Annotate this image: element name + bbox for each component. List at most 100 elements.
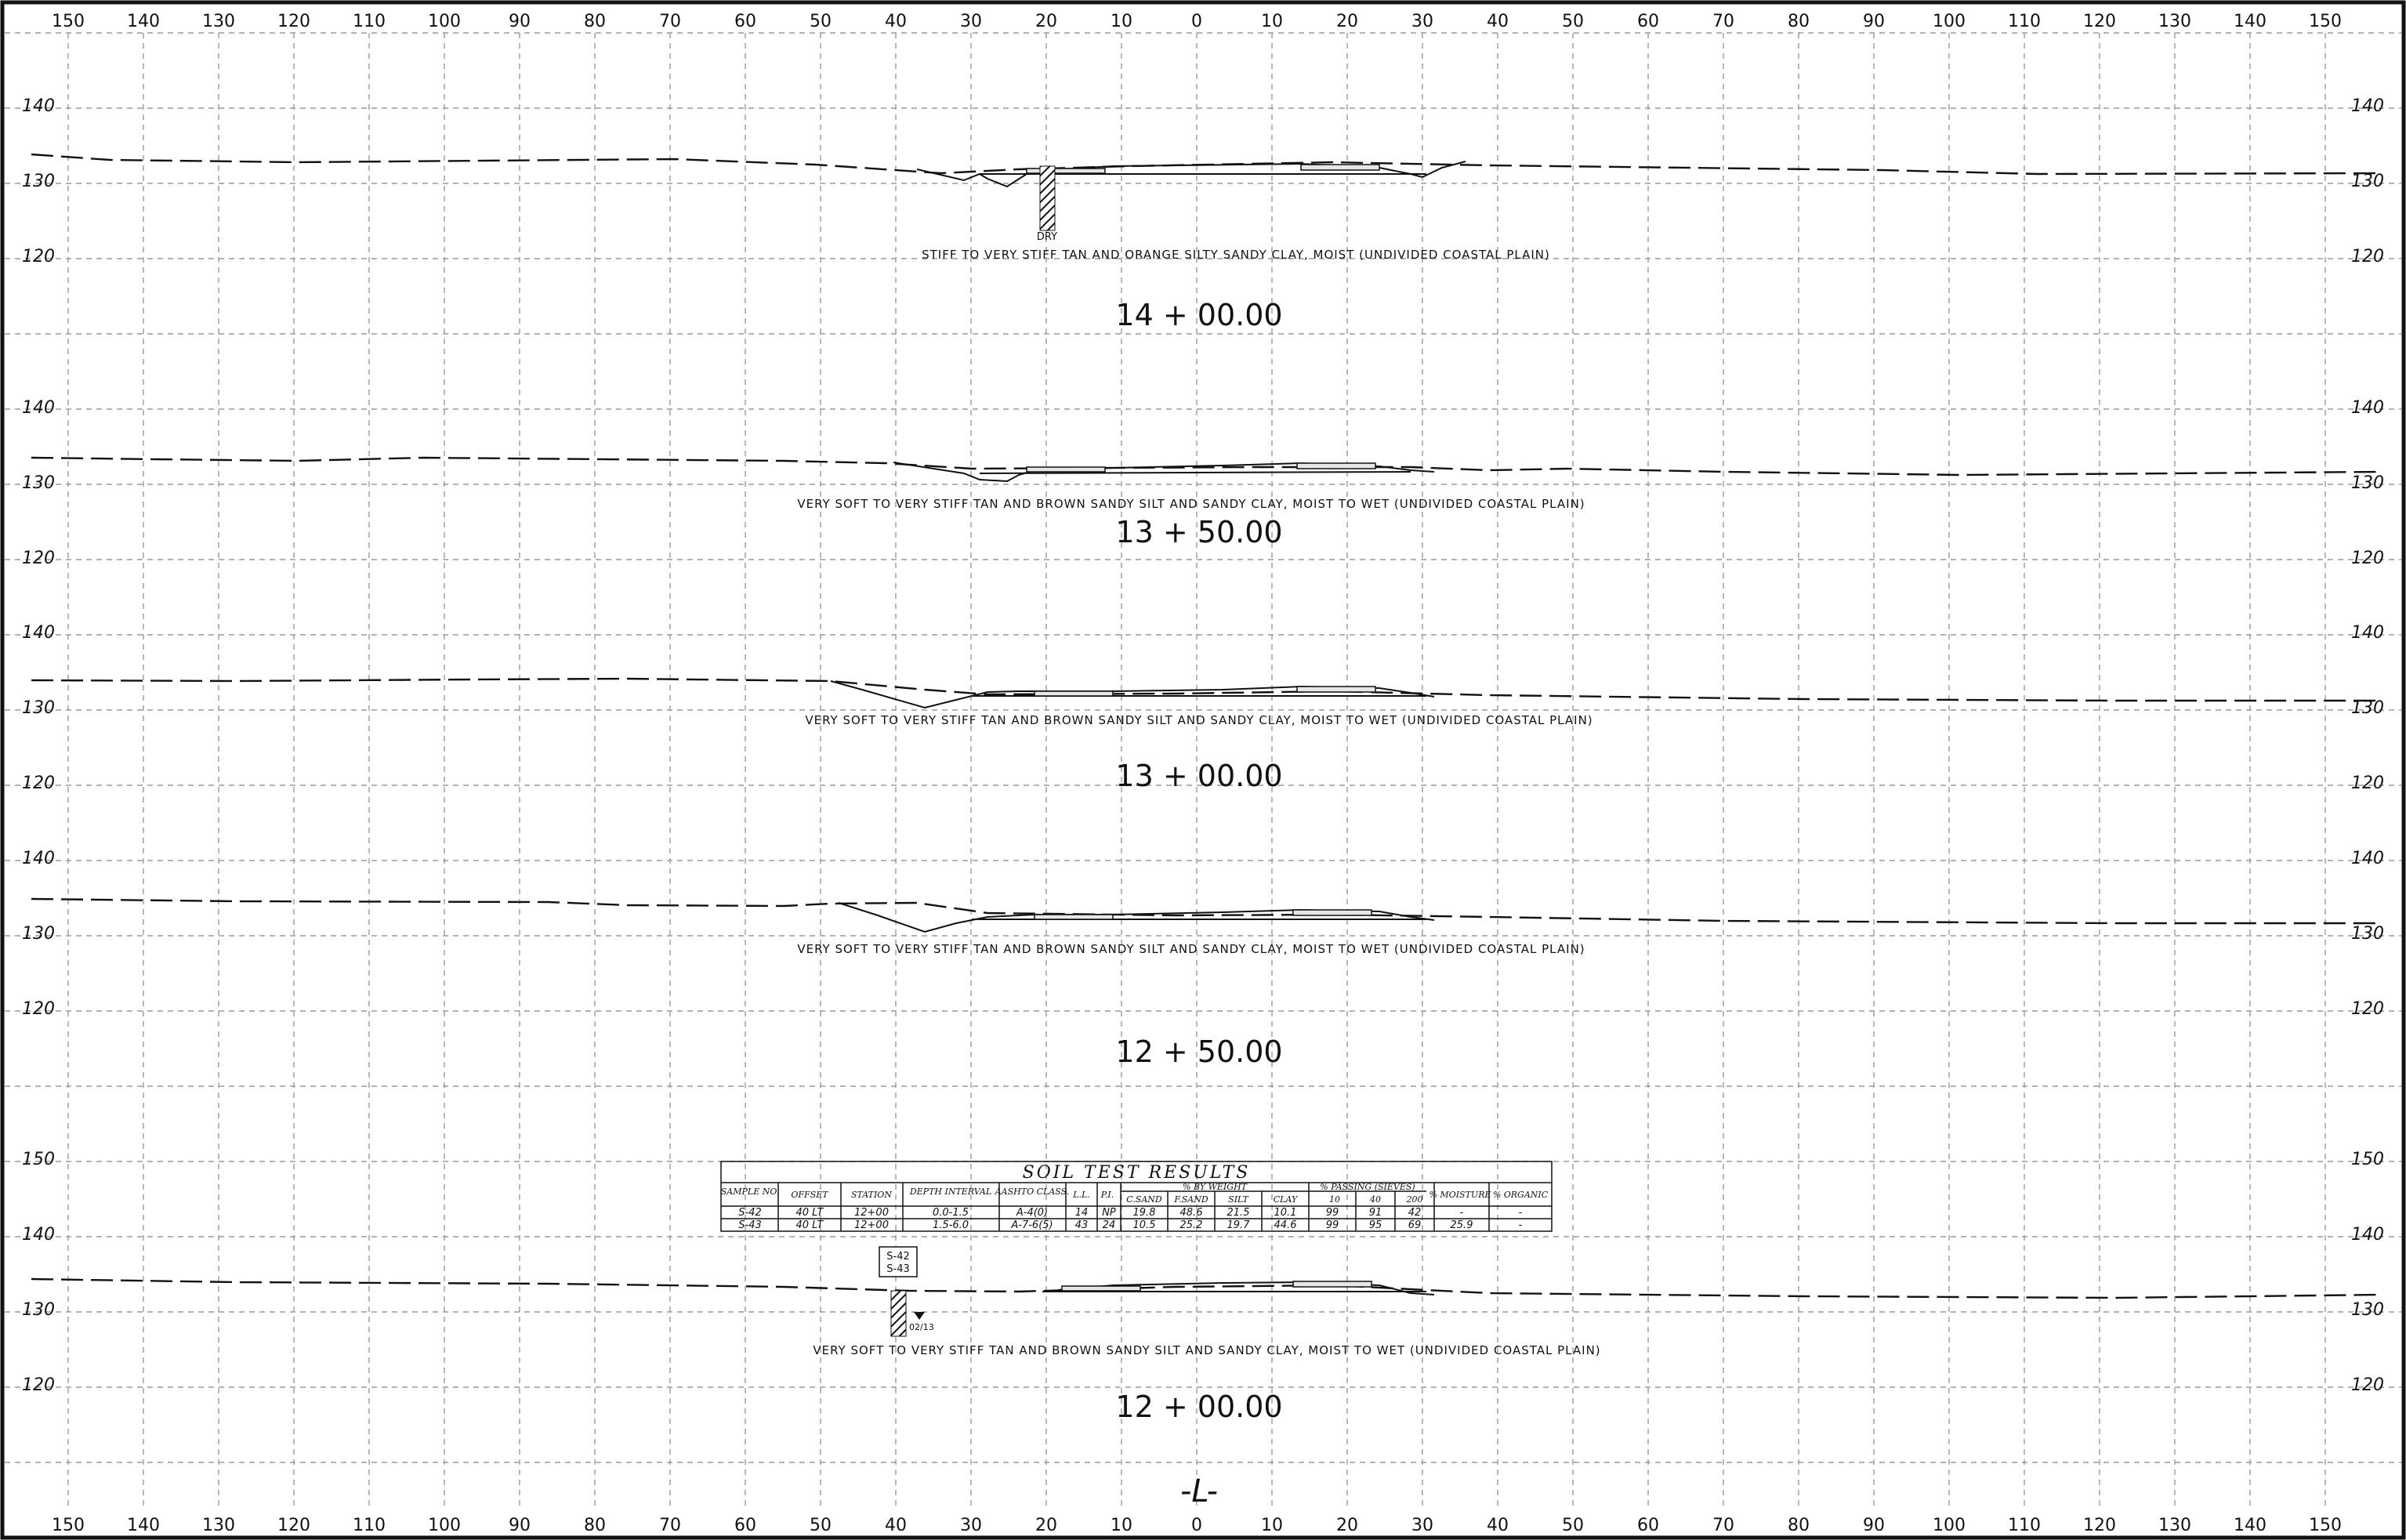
bottom-offset-tick-label: 40	[885, 1516, 907, 1535]
pavement-left	[1026, 466, 1106, 473]
top-offset-tick-label: 140	[127, 12, 160, 31]
bottom-offset-tick-label: 140	[127, 1516, 160, 1535]
cell-ll: 43	[1075, 1219, 1089, 1231]
bottom-offset-tick-label: 100	[1933, 1516, 1966, 1535]
header-sample: SAMPLE NO.	[721, 1187, 779, 1197]
bottom-offset-tick-label: 100	[428, 1516, 461, 1535]
boring-log	[890, 1290, 907, 1337]
elevation-label-right: 140	[2351, 623, 2384, 643]
elevation-label-right: 120	[2351, 247, 2384, 266]
station-label: 12 + 00.00	[1115, 1390, 1282, 1424]
bottom-offset-tick-label: 130	[202, 1516, 235, 1535]
cell-offset: 40 LT	[796, 1207, 824, 1219]
cell-depth: 1.5-6.0	[933, 1219, 969, 1231]
elevation-label-right: 120	[2351, 549, 2384, 568]
elevation-label-right: 140	[2351, 1225, 2384, 1245]
pavement-right	[1300, 164, 1380, 171]
bottom-offset-tick-label: 90	[1863, 1516, 1885, 1535]
header-clay: CLAY	[1274, 1194, 1299, 1205]
elevation-label-left: 120	[22, 549, 55, 568]
section-14-00: DRY STIFF TO VERY STIFF TAN AND ORANGE S…	[31, 153, 2383, 332]
proposed-section-outline	[830, 680, 1435, 709]
top-offset-tick-label: 40	[1487, 12, 1509, 31]
bottom-offset-tick-label: 130	[2158, 1516, 2191, 1535]
bottom-offset-tick-label: 80	[584, 1516, 606, 1535]
bottom-offset-tick-label: 40	[1487, 1516, 1509, 1535]
station-label: 13 + 50.00	[1115, 515, 1282, 549]
cell-clay: 10.1	[1274, 1207, 1297, 1219]
centerline-label: -L-	[1180, 1473, 1218, 1509]
soil-description: STIFF TO VERY STIFF TAN AND ORANGE SILTY…	[922, 248, 1550, 262]
elevation-label-left: 140	[22, 849, 55, 868]
bottom-offset-tick-label: 20	[1035, 1516, 1057, 1535]
existing-ground-line	[31, 153, 2383, 176]
elevation-label-right: 120	[2351, 774, 2384, 793]
bottom-offset-tick-label: 90	[509, 1516, 531, 1535]
soil-description: VERY SOFT TO VERY STIFF TAN AND BROWN SA…	[813, 1343, 1600, 1357]
section-13-00: VERY SOFT TO VERY STIFF TAN AND BROWN SA…	[31, 677, 2382, 793]
bottom-offset-tick-label: 80	[1788, 1516, 1810, 1535]
header-pi: P.I.	[1100, 1190, 1114, 1200]
top-offset-tick-label: 50	[810, 12, 832, 31]
bottom-offset-tick-label: 110	[2008, 1516, 2041, 1535]
top-offset-tick-label: 120	[277, 12, 310, 31]
water-table-date: 02/13	[909, 1322, 934, 1332]
top-offset-tick-label: 90	[509, 12, 531, 31]
cell-csand: 10.5	[1133, 1219, 1156, 1231]
sample-tag-box: S-42 S-43	[879, 1246, 918, 1277]
header-depth: DEPTH INTERVAL	[909, 1187, 991, 1197]
top-offset-tick-label: 80	[1788, 12, 1810, 31]
elevation-label-right: 130	[2351, 473, 2384, 493]
proposed-section-outline	[838, 902, 1435, 933]
bottom-offset-tick-label: 150	[52, 1516, 85, 1535]
bottom-offset-tick-label: 60	[1637, 1516, 1659, 1535]
top-offset-tick-label: 70	[1712, 12, 1734, 31]
elevation-label-right: 130	[2351, 924, 2384, 944]
bottom-offset-tick-label: 0	[1191, 1516, 1202, 1535]
top-offset-tick-label: 110	[353, 12, 386, 31]
header-csand: C.SAND	[1126, 1194, 1162, 1205]
section-12-50: VERY SOFT TO VERY STIFF TAN AND BROWN SA…	[31, 897, 2382, 1069]
pavement-left	[1026, 168, 1106, 174]
table-title: SOIL TEST RESULTS	[1023, 1163, 1251, 1183]
proposed-section-outline	[916, 161, 1466, 188]
existing-ground-line	[31, 897, 2382, 925]
bottom-offset-tick-label: 10	[1111, 1516, 1132, 1535]
cell-fsand: 48.6	[1180, 1207, 1203, 1219]
cell-csand: 19.8	[1133, 1207, 1156, 1219]
bottom-offset-tick-label: 60	[734, 1516, 756, 1535]
elevation-label-right: 130	[2351, 1300, 2384, 1320]
top-offset-tick-label: 70	[659, 12, 681, 31]
cell-s200: 69	[1408, 1219, 1422, 1231]
table-body: S-42 40 LT 12+00 0.0-1.5 A-4(0) 14 NP 19.8 48.6 2…	[738, 1207, 1522, 1231]
elevation-label-left: 120	[22, 774, 55, 793]
bottom-offset-tick-label: 50	[810, 1516, 832, 1535]
header-fsand: F.SAND	[1173, 1194, 1208, 1205]
header-sieve-10: 10	[1329, 1194, 1340, 1205]
cell-s10: 99	[1326, 1207, 1339, 1219]
elevation-label-left: 130	[22, 924, 55, 944]
elevation-label-right: 140	[2351, 398, 2384, 418]
elevation-label-left: 140	[22, 623, 55, 643]
top-offset-tick-label: 100	[1933, 12, 1966, 31]
bottom-offset-tick-label: 120	[277, 1516, 310, 1535]
boring-log	[1039, 165, 1056, 231]
top-offset-tick-label: 20	[1336, 12, 1358, 31]
elevation-label-left: 150	[22, 1150, 55, 1169]
cell-station: 12+00	[854, 1207, 889, 1219]
cell-offset: 40 LT	[796, 1219, 824, 1231]
top-offset-tick-label: 130	[2158, 12, 2191, 31]
header-aashto: AASHTO CLASS.	[995, 1187, 1070, 1197]
soil-description: VERY SOFT TO VERY STIFF TAN AND BROWN SA…	[797, 497, 1585, 511]
elevation-label-right: 140	[2351, 96, 2384, 116]
elevation-label-left: 130	[22, 172, 55, 191]
cell-silt: 21.5	[1227, 1207, 1250, 1219]
elevation-label-right: 150	[2351, 1150, 2384, 1169]
table-row: S-43 40 LT 12+00 1.5-6.0 A-7-6(5) 43 24 10.5 25.…	[738, 1219, 1522, 1231]
elevation-label-right: 140	[2351, 849, 2384, 868]
cell-fsand: 25.2	[1180, 1219, 1203, 1231]
cell-clay: 44.6	[1274, 1219, 1297, 1231]
elevation-label-left: 130	[22, 698, 55, 718]
cell-organic: -	[1519, 1219, 1523, 1231]
